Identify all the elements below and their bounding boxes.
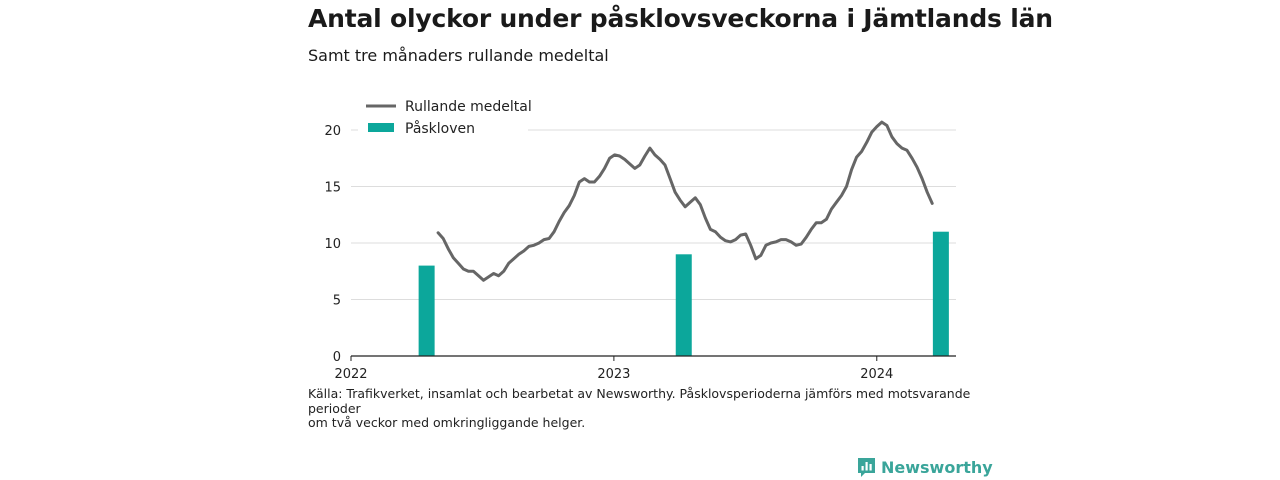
bar	[675, 254, 692, 356]
y-tick-label: 5	[333, 294, 341, 309]
legend-bar-swatch	[368, 123, 394, 132]
source-line: Källa: Trafikverket, insamlat och bearbe…	[308, 386, 971, 401]
source-note: Källa: Trafikverket, insamlat och bearbe…	[308, 386, 971, 431]
source-line: om två veckor med omkringliggande helger…	[308, 415, 586, 430]
y-tick-label: 15	[324, 181, 341, 196]
legend-label: Rullande medeltal	[405, 99, 532, 115]
x-tick-label: 2023	[597, 367, 630, 382]
x-tick-label: 2022	[334, 367, 367, 382]
brand-logo: Newsworthy	[857, 457, 993, 478]
bar	[932, 231, 949, 356]
legend-label: Påskloven	[405, 120, 475, 137]
chart-title: Antal olyckor under påsklovsveckorna i J…	[308, 4, 1053, 33]
source-line: perioder	[308, 400, 361, 416]
y-tick-label: 0	[333, 350, 341, 365]
line-series-rullande-medeltal	[436, 120, 934, 282]
bar-series-paskloven	[418, 231, 949, 356]
y-tick-label: 20	[324, 124, 341, 139]
y-axis-ticks: 0 5 10 15 20	[324, 124, 341, 365]
bar	[418, 265, 435, 356]
x-axis-ticks: 2022 2023 2024	[334, 356, 893, 382]
legend-background	[358, 96, 528, 140]
legend: Rullande medeltal Påskloven	[358, 96, 532, 140]
chart-subtitle: Samt tre månaders rullande medeltal	[308, 46, 609, 65]
y-tick-label: 10	[324, 237, 341, 252]
brand-name: Newsworthy	[881, 458, 993, 477]
newsworthy-logo-icon	[858, 458, 875, 477]
x-tick-label: 2024	[860, 367, 893, 382]
